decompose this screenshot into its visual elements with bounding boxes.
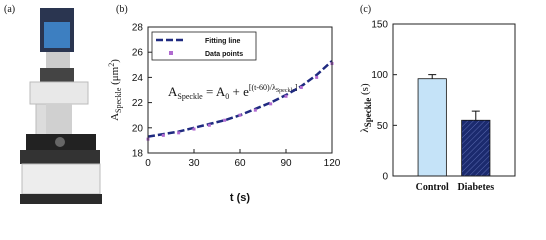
y-tick-label: 26 (132, 48, 144, 59)
legend-label: Data points (205, 51, 243, 58)
y-tick-label: 18 (132, 149, 144, 160)
panel-label: (b) (116, 4, 128, 15)
error-bar (471, 110, 480, 121)
equation-part: [(t-60)/λ (249, 83, 276, 92)
data-point (253, 108, 257, 112)
panel-label: (a) (4, 4, 15, 15)
bar (461, 119, 491, 177)
data-point (284, 94, 288, 98)
error-bar (428, 74, 437, 79)
equation-part: = A (203, 84, 226, 99)
data-point (161, 133, 165, 137)
figure: (a) (b) t (s) ASpeckle (μm2) ASpeckle = … (4, 4, 516, 204)
x-tick-label: 60 (234, 158, 246, 169)
y-axis-label-part: A (109, 113, 121, 121)
y-axis-label-part: (s) (359, 83, 371, 98)
equation-part: 0 (225, 92, 229, 101)
y-axis-label-part: Speckle (363, 98, 373, 128)
panel-label: (c) (360, 4, 371, 15)
data-point (192, 127, 196, 131)
equation-part: Speckle (276, 88, 295, 94)
equation: ASpeckle = A0 + e[(t-60)/λSpeckle] (168, 83, 298, 101)
y-tick-label: 24 (132, 73, 144, 84)
data-point (238, 113, 242, 117)
x-tick-label: 30 (188, 158, 200, 169)
y-axis-label-part: (μm (109, 66, 121, 87)
x-tick-label: 90 (280, 158, 292, 169)
equation-part: + e (229, 84, 249, 99)
data-point (177, 131, 181, 135)
equation-part: ] (295, 83, 298, 92)
legend-box (151, 31, 257, 61)
microscope (20, 8, 102, 204)
y-axis-label: λSpeckle (s) (359, 83, 373, 133)
y-tick-label: 22 (132, 98, 144, 109)
bar (417, 78, 447, 177)
y-axis-label: ASpeckle (μm2) (107, 59, 123, 121)
x-tick-label: 120 (324, 158, 341, 169)
data-point (269, 102, 273, 106)
y-tick-label: 100 (371, 70, 388, 81)
equation-part: A (168, 84, 178, 99)
x-tick-label: 0 (145, 158, 151, 169)
y-axis-label-part: λ (359, 127, 371, 133)
y-axis-label-part: ) (109, 59, 121, 63)
y-axis-label-part: 2 (107, 63, 116, 67)
y-tick-label: 20 (132, 123, 144, 134)
y-tick-label: 28 (132, 23, 144, 34)
equation-part: Speckle (177, 92, 203, 101)
y-tick-label: 50 (377, 121, 389, 132)
x-axis-label: t (s) (230, 192, 251, 204)
plot-frame (147, 26, 333, 154)
data-point (299, 85, 303, 89)
y-tick-label: 150 (371, 20, 388, 31)
data-point (207, 123, 211, 127)
data-point (223, 118, 227, 122)
y-axis-label-part: Speckle (114, 87, 123, 113)
x-tick-label: Diabetes (457, 182, 494, 193)
x-tick-label: Control (416, 182, 449, 193)
legend-label: Fitting line (205, 38, 240, 45)
legend-swatch (169, 51, 173, 55)
y-tick-label: 0 (382, 172, 388, 183)
data-point (315, 75, 319, 79)
plot-frame (392, 23, 516, 177)
